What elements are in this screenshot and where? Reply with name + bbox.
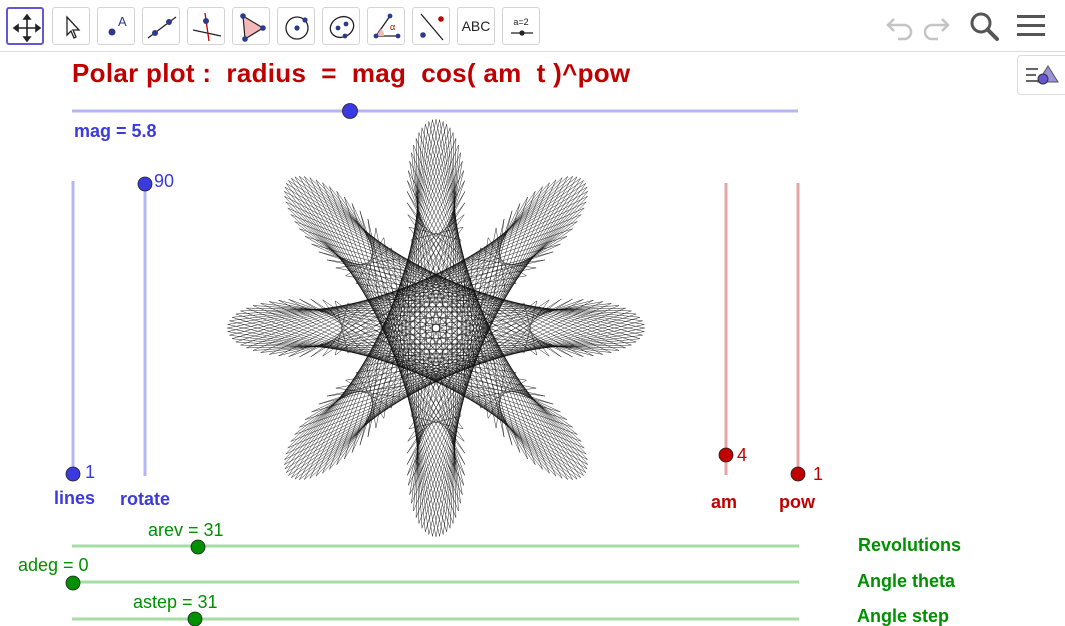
am-slider-handle[interactable] bbox=[718, 447, 734, 463]
arev-slider-handle[interactable] bbox=[190, 539, 206, 555]
text-tool-button[interactable]: ABC bbox=[457, 7, 495, 45]
line-tool-button[interactable] bbox=[142, 7, 180, 45]
undo-icon bbox=[882, 18, 918, 47]
move-tool-button[interactable] bbox=[6, 7, 44, 45]
pow-slider-handle[interactable] bbox=[790, 466, 806, 482]
pow-slider-name: pow bbox=[779, 492, 815, 512]
perpendicular-tool-button[interactable] bbox=[187, 7, 225, 45]
rotate-slider-name: rotate bbox=[120, 489, 171, 509]
search-icon bbox=[966, 12, 1002, 47]
angle-theta-label: Angle theta bbox=[857, 571, 956, 591]
ellipse-tool-button[interactable] bbox=[322, 7, 360, 45]
astep-slider-handle[interactable] bbox=[187, 611, 203, 626]
undo-button[interactable] bbox=[882, 9, 918, 43]
style-bar-toggle-button[interactable] bbox=[1017, 55, 1065, 95]
svg-text:α: α bbox=[390, 22, 395, 32]
lines-slider-value: 1 bbox=[85, 462, 96, 482]
mag-slider-handle[interactable] bbox=[342, 103, 358, 119]
polar-curve-path bbox=[227, 119, 645, 537]
reflect-tool-button[interactable] bbox=[412, 7, 450, 45]
polar-curve bbox=[227, 119, 645, 537]
redo-button[interactable] bbox=[918, 9, 954, 43]
adeg-slider-label: adeg = 0 bbox=[18, 555, 89, 575]
slider-tool-button[interactable]: a=2 bbox=[502, 7, 540, 45]
toolbar: A bbox=[0, 0, 1065, 52]
am-slider-name: am bbox=[711, 492, 738, 512]
rotate-slider-value: 90 bbox=[154, 171, 175, 191]
angle-step-label: Angle step bbox=[857, 606, 950, 626]
arev-slider-label: arev = 31 bbox=[148, 520, 224, 540]
lines-slider-name: lines bbox=[54, 488, 96, 508]
pow-slider-value: 1 bbox=[813, 464, 824, 484]
astep-slider-label: astep = 31 bbox=[133, 592, 218, 612]
svg-text:A: A bbox=[118, 14, 127, 29]
polygon-tool-button[interactable] bbox=[232, 7, 270, 45]
select-tool-button[interactable] bbox=[52, 7, 90, 45]
menu-icon bbox=[1013, 15, 1049, 47]
text-tool-label: ABC bbox=[461, 18, 491, 34]
main-menu-button[interactable] bbox=[1013, 9, 1049, 43]
slider-tool-label: a=2 bbox=[513, 17, 529, 27]
style-bar-icon bbox=[1018, 65, 1065, 100]
mag-slider-label: mag = 5.8 bbox=[74, 121, 157, 141]
angle-tool-button[interactable]: α bbox=[367, 7, 405, 45]
lines-slider-handle[interactable] bbox=[65, 466, 81, 482]
redo-icon bbox=[918, 18, 954, 47]
plot-title: Polar plot : radius = mag cos( am t )^po… bbox=[72, 58, 631, 88]
am-slider-value: 4 bbox=[737, 445, 748, 465]
adeg-slider-handle[interactable] bbox=[65, 575, 81, 591]
revolutions-label: Revolutions bbox=[858, 535, 962, 555]
circle-tool-button[interactable] bbox=[277, 7, 315, 45]
point-tool-button[interactable]: A bbox=[97, 7, 135, 45]
search-button[interactable] bbox=[966, 9, 1002, 43]
rotate-slider-handle[interactable] bbox=[137, 176, 153, 192]
